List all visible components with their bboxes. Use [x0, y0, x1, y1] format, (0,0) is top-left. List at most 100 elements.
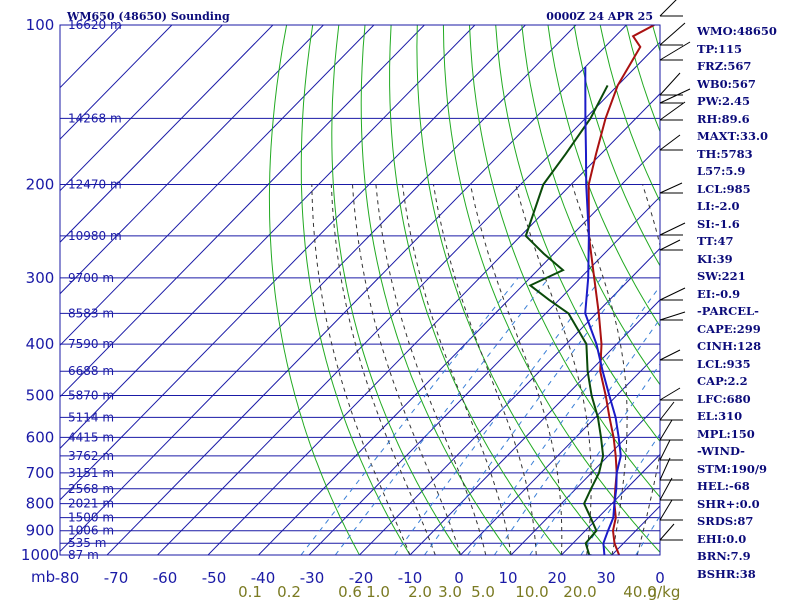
isotherm [358, 247, 660, 555]
wind-barb [659, 387, 681, 401]
mixing-ratio-line [334, 277, 550, 555]
height-label: 12470 m [68, 178, 122, 192]
wind-barb [659, 134, 681, 151]
height-label: 1006 m [68, 524, 114, 538]
isotherm [156, 41, 660, 555]
temperature-tick: -30 [300, 569, 325, 587]
temperature-tick: -50 [202, 569, 227, 587]
wind-barb [659, 239, 681, 251]
index-line: LCL:985 [697, 181, 751, 196]
height-label: 6688 m [68, 364, 114, 378]
isotherm [60, 25, 577, 553]
pressure-tick: 900 [26, 522, 55, 540]
mixing-ratio-label: 5.0 [471, 583, 495, 600]
index-line: SI:-1.6 [697, 216, 740, 231]
index-line: CINH:128 [697, 339, 762, 353]
index-line: PW:2.45 [697, 94, 751, 108]
moist-adiabat [330, 184, 436, 555]
index-line: LI:-2.0 [697, 199, 740, 213]
pressure-tick: 200 [26, 176, 55, 194]
mixing-ratio-label: 2.0 [408, 583, 432, 600]
moist-adiabat [352, 184, 461, 555]
temperature-tick: -80 [55, 569, 80, 587]
mixing-ratio-label: g/kg [648, 583, 681, 600]
mixing-ratio-label: 0.1 [238, 583, 262, 600]
index-line: L57:5.9 [697, 164, 746, 178]
wind-barb [659, 41, 691, 61]
mixing-ratio-label: 40.0 [623, 583, 656, 600]
height-label: 2568 m [68, 482, 114, 496]
height-label: 7590 m [68, 337, 114, 351]
wind-barb [659, 439, 671, 461]
index-line: WMO:48650 [697, 24, 777, 38]
mixing-ratio-line [529, 363, 660, 555]
height-label: 8583 m [68, 306, 114, 320]
pressure-tick: 600 [26, 428, 55, 446]
index-line: KI:39 [697, 251, 733, 266]
index-line: -PARCEL- [697, 304, 759, 318]
dry-adiabat [573, 25, 660, 267]
mixing-ratio-label: 3.0 [438, 583, 462, 600]
wind-barb [659, 523, 675, 541]
moist-adiabat [571, 184, 628, 555]
wind-barb [659, 72, 681, 96]
dry-adiabat [495, 25, 660, 443]
height-label: 1500 m [68, 511, 114, 525]
index-line: CAP:2.2 [697, 374, 748, 388]
dry-adiabat [389, 25, 563, 555]
wind-barb [659, 222, 686, 236]
index-line: TT:47 [697, 234, 734, 248]
index-line: LFC:680 [697, 391, 751, 406]
mixing-ratio-line [580, 433, 660, 555]
indices-panel: WMO:48650 TP:115 FRZ:567 WB0:567 PW:2.45 RH:8… [697, 23, 800, 583]
temperature-tick: -10 [398, 569, 423, 587]
moist-adiabat [311, 184, 411, 555]
isotherm [60, 25, 173, 140]
height-label: 2021 m [68, 497, 114, 511]
height-label: 16620 m [68, 18, 122, 32]
dry-adiabat [300, 25, 411, 555]
temperature-tick: 10 [498, 569, 517, 587]
isotherm [60, 25, 274, 243]
wind-barb [659, 101, 686, 121]
isotherm [60, 25, 426, 398]
dry-adiabat [360, 25, 512, 555]
isotherm [308, 196, 660, 555]
index-line: EL:310 [697, 409, 743, 423]
mixing-ratio-line [467, 285, 660, 555]
isotherm [459, 350, 660, 555]
moist-adiabat [402, 184, 512, 555]
mixing-ratio-line [635, 514, 660, 555]
wind-barb [659, 287, 686, 301]
wind-barb [659, 419, 673, 441]
index-line: TP:115 [697, 41, 743, 56]
index-line: MAXT:33.0 [697, 129, 768, 143]
mixing-ratio-label: 10.0 [515, 583, 548, 600]
index-line: BRN:7.9 [697, 549, 751, 563]
temperature-tick: 0 [655, 569, 665, 587]
pressure-tick: 700 [26, 464, 55, 482]
index-line: LCL:935 [697, 356, 751, 371]
height-label: 3151 m [68, 466, 114, 480]
temperature-tick: 30 [596, 569, 615, 587]
pressure-tick: 300 [26, 269, 55, 287]
pressure-tick: 100 [26, 16, 55, 34]
index-line: SRDS:87 [697, 514, 754, 528]
wind-barb [659, 311, 686, 321]
height-label: 5870 m [68, 388, 114, 402]
mixing-ratio-label: 0.6 [338, 583, 362, 600]
wind-barb [659, 499, 673, 521]
pressure-tick: 500 [26, 386, 55, 404]
mixing-ratio-line [424, 277, 629, 555]
index-line: STM:190/9 [697, 461, 768, 476]
isotherm [257, 144, 660, 555]
height-label: 9700 m [68, 271, 114, 285]
wind-barb [659, 477, 673, 501]
height-label: 87 m [68, 548, 99, 562]
mixing-ratio-label: 0.2 [277, 583, 301, 600]
isotherm [207, 93, 660, 555]
isotherm [60, 25, 476, 450]
mixing-ratio-line [493, 318, 660, 555]
isotherm [560, 453, 660, 555]
